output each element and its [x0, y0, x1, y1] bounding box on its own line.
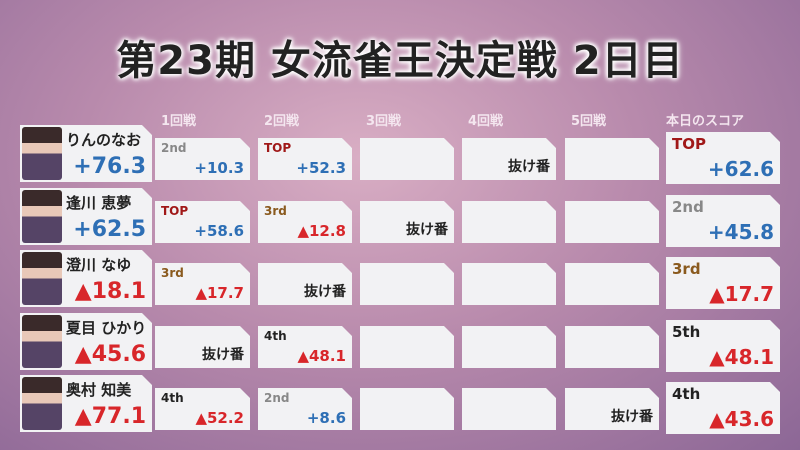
round-rank: 4th	[161, 391, 184, 405]
day-rank: 3rd	[672, 260, 701, 278]
avatar	[22, 377, 62, 430]
bye-label: 抜け番	[611, 409, 653, 425]
day-score: ▲48.1	[709, 345, 774, 369]
day-rank: TOP	[672, 135, 706, 153]
round-cell	[462, 326, 556, 368]
round-rank: 4th	[264, 329, 287, 343]
day-score: +45.8	[707, 220, 774, 244]
round-cell	[565, 138, 659, 180]
day-score-cell: 5th ▲48.1	[666, 320, 780, 372]
player-total-score: ▲77.1	[74, 404, 146, 429]
column-header: 5回戦	[571, 114, 607, 129]
day-score: ▲17.7	[709, 282, 774, 306]
round-cell: 抜け番	[360, 201, 454, 243]
round-cell: TOP +58.6	[155, 201, 250, 243]
bye-label: 抜け番	[508, 159, 550, 175]
round-cell	[360, 138, 454, 180]
day-rank: 2nd	[672, 198, 704, 216]
round-score: +10.3	[194, 159, 244, 177]
round-cell	[462, 201, 556, 243]
round-cell: 4th ▲48.1	[258, 326, 352, 368]
round-cell	[565, 326, 659, 368]
round-rank: 2nd	[264, 391, 290, 405]
avatar	[22, 252, 62, 305]
round-cell	[462, 263, 556, 305]
player-total-score: ▲45.6	[74, 342, 146, 367]
player-name: 逢川 恵夢	[66, 194, 132, 212]
round-score: ▲12.8	[297, 222, 346, 240]
round-cell: 抜け番	[462, 138, 556, 180]
player-name: 奥村 知美	[66, 381, 132, 399]
player-card: 奥村 知美 ▲77.1	[20, 375, 152, 432]
round-cell	[360, 263, 454, 305]
round-rank: 3rd	[264, 204, 287, 218]
day-score: ▲43.6	[709, 407, 774, 431]
day-score: +62.6	[707, 157, 774, 181]
column-header: 3回戦	[366, 114, 402, 129]
round-cell: TOP +52.3	[258, 138, 352, 180]
round-rank: TOP	[161, 204, 189, 218]
round-cell	[565, 201, 659, 243]
round-score: ▲52.2	[195, 409, 244, 427]
player-card: りんのなお +76.3	[20, 125, 152, 182]
day-score-cell: 3rd ▲17.7	[666, 257, 780, 309]
round-rank: TOP	[264, 141, 292, 155]
bye-label: 抜け番	[406, 222, 448, 238]
round-cell	[565, 263, 659, 305]
round-cell: 4th ▲52.2	[155, 388, 250, 430]
round-cell: 抜け番	[565, 388, 659, 430]
column-header: 4回戦	[468, 114, 504, 129]
round-cell: 2nd +8.6	[258, 388, 352, 430]
avatar	[22, 127, 62, 180]
bye-label: 抜け番	[202, 347, 244, 363]
round-cell: 抜け番	[258, 263, 352, 305]
day-rank: 4th	[672, 385, 701, 403]
player-name: 夏目 ひかり	[66, 319, 147, 337]
round-cell: 3rd ▲12.8	[258, 201, 352, 243]
round-cell: 2nd +10.3	[155, 138, 250, 180]
avatar	[22, 315, 62, 368]
day-rank: 5th	[672, 323, 701, 341]
player-name: りんのなお	[66, 131, 142, 149]
bye-label: 抜け番	[304, 284, 346, 300]
player-total-score: ▲18.1	[74, 279, 146, 304]
player-card: 夏目 ひかり ▲45.6	[20, 313, 152, 370]
round-cell	[360, 326, 454, 368]
round-score: +58.6	[194, 222, 244, 240]
round-cell: 抜け番	[155, 326, 250, 368]
player-name: 澄川 なゆ	[66, 256, 132, 274]
round-score: +8.6	[306, 409, 346, 427]
day-score-cell: 4th ▲43.6	[666, 382, 780, 434]
column-header: 本日のスコア	[666, 114, 745, 129]
round-score: +52.3	[296, 159, 346, 177]
player-card: 逢川 恵夢 +62.5	[20, 188, 152, 245]
round-cell	[462, 388, 556, 430]
player-total-score: +76.3	[73, 154, 146, 179]
round-score: ▲48.1	[297, 347, 346, 365]
round-rank: 2nd	[161, 141, 187, 155]
day-score-cell: 2nd +45.8	[666, 195, 780, 247]
round-cell: 3rd ▲17.7	[155, 263, 250, 305]
round-cell	[360, 388, 454, 430]
page-title: 第23期 女流雀王決定戦 2日目	[116, 38, 684, 84]
player-card: 澄川 なゆ ▲18.1	[20, 250, 152, 307]
round-score: ▲17.7	[195, 284, 244, 302]
avatar	[22, 190, 62, 243]
column-header: 1回戦	[161, 114, 197, 129]
day-score-cell: TOP +62.6	[666, 132, 780, 184]
round-rank: 3rd	[161, 266, 184, 280]
column-header: 2回戦	[264, 114, 300, 129]
player-total-score: +62.5	[73, 217, 146, 242]
